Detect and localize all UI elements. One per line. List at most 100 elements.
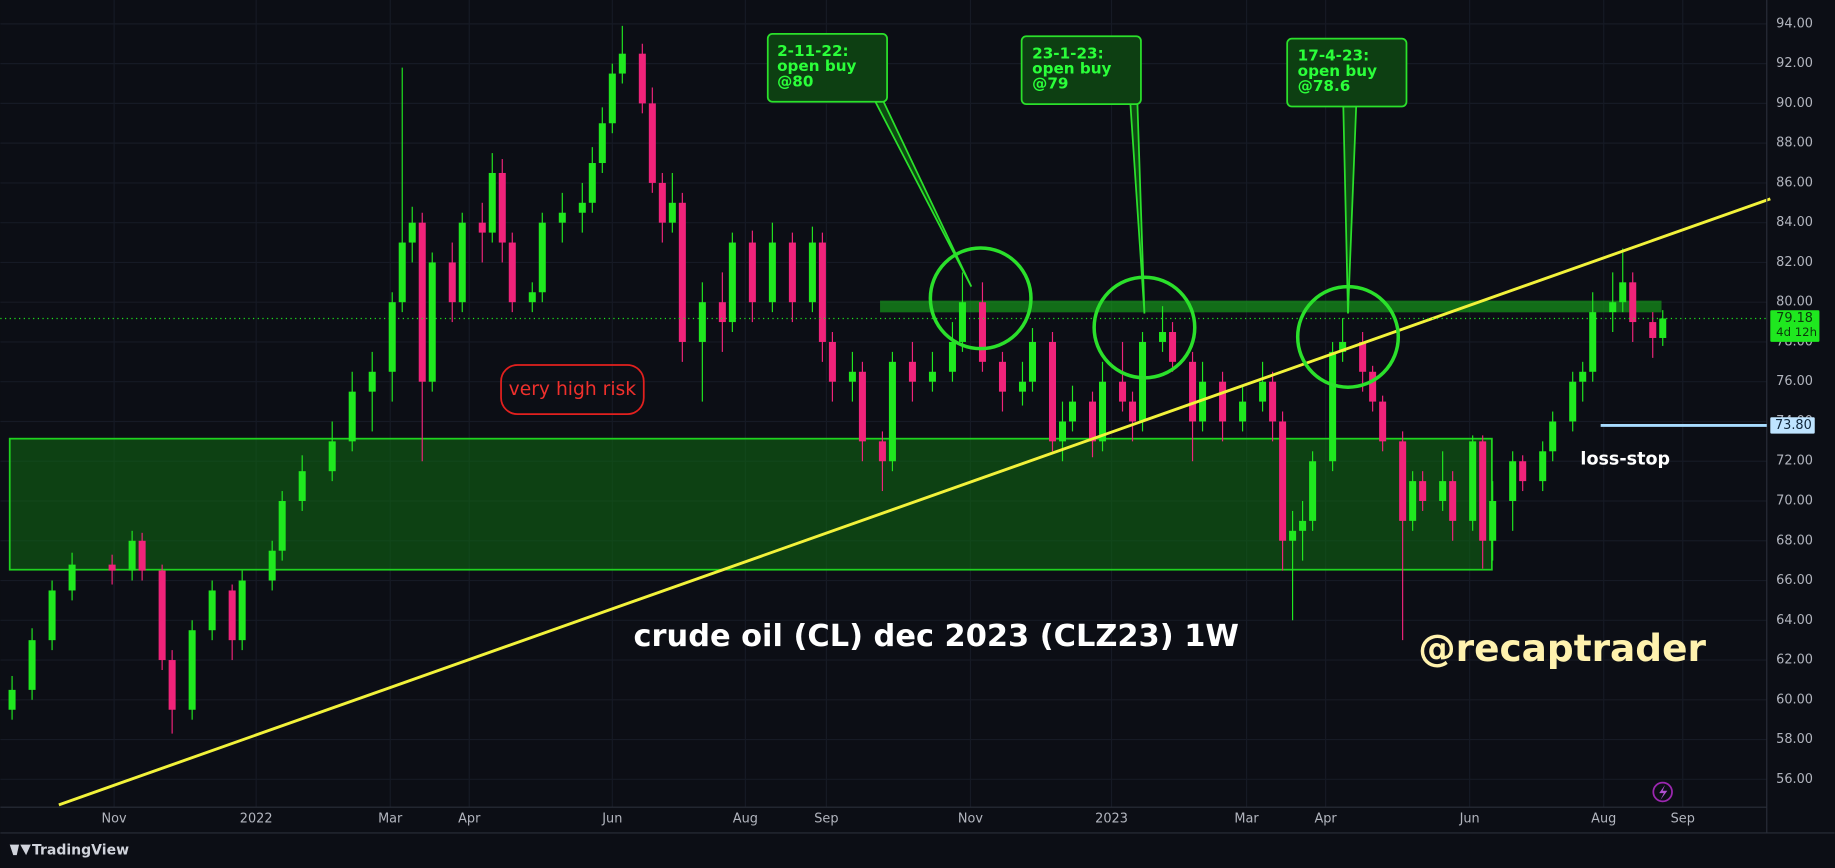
candle-body [228,590,236,641]
candle-body [298,471,306,502]
candle-body [1589,312,1597,372]
y-tick-label: 60.00 [1776,692,1813,707]
candle-body [1089,401,1097,442]
candle-body [1549,421,1557,452]
candle-body [508,242,516,303]
candle-body [398,242,406,303]
x-tick-label: Apr [1314,811,1337,826]
candle-body [108,564,116,571]
candle-body [1299,520,1307,531]
candle-body [828,341,836,382]
candle-body [1579,371,1587,382]
logo [9,844,31,856]
stop-label: loss-stop [1580,450,1670,470]
candle-body [1659,318,1667,338]
candle-body [768,242,776,303]
candle-body [808,242,816,303]
candle-body [408,222,416,243]
candle-body [1339,341,1347,352]
candle-body [598,123,606,164]
x-tick-label: Mar [378,811,403,826]
x-tick-label: Sep [814,811,838,826]
candle-body [588,163,596,203]
candle-body [998,361,1006,392]
candle-body [1099,381,1107,442]
x-tick-label: Aug [1591,811,1616,826]
callout-text: open buy [1298,62,1377,80]
candle-body [348,391,356,442]
candle-body [1119,381,1127,402]
candle-body [888,361,896,462]
candle-body [1189,361,1197,422]
candle-body [458,222,466,303]
countdown-label: 4d 12h [1776,325,1817,339]
candle-body [618,53,626,74]
last-price-box [1770,310,1820,342]
candle-body [368,371,376,392]
callout: 17-4-23: open buy @78.6 [1286,37,1408,314]
y-tick-label: 66.00 [1776,573,1813,588]
candle-body [1139,341,1147,422]
y-tick-label: 92.00 [1776,56,1813,71]
last-price-label: 79.18 [1776,311,1813,326]
candle-body [128,540,136,571]
candle-body [328,441,336,472]
candle-body [1479,441,1487,541]
callout-text: @80 [777,72,813,90]
resistance-zone [880,300,1662,313]
candle-body [1419,481,1427,502]
demand-zone [8,437,1493,571]
candle-body [728,242,736,323]
y-tick-label: 88.00 [1776,136,1813,151]
candle-body [1359,341,1367,372]
candle-body [858,371,866,442]
y-tick-label: 58.00 [1776,732,1813,747]
y-tick-label: 76.00 [1776,374,1813,389]
candle-body [1259,381,1267,402]
x-tick-label: Nov [102,811,127,826]
candle-body [208,590,216,631]
callout-text: @78.6 [1298,77,1351,95]
x-tick-label: Jun [601,811,622,826]
candle-body [1449,481,1457,521]
callout-text: open buy [1032,60,1111,78]
candle-body [1439,481,1447,502]
candle-body [1309,461,1317,521]
watermark: @recaptrader [1418,626,1706,670]
y-tick-label: 56.00 [1776,772,1813,787]
candle-body [1399,441,1407,521]
x-tick-label: Jun [1459,811,1480,826]
candle-body [638,53,646,104]
callout-text: open buy [777,57,856,75]
candle-body [1018,381,1026,392]
x-tick-label: Nov [958,811,983,826]
footer-brand: TradingView [32,842,129,858]
candle-body [188,630,196,710]
callout-text: 17-4-23: [1298,47,1370,65]
candle-body [1028,341,1036,382]
callout-text: 2-11-22: [777,42,849,60]
candle-body [1469,441,1477,521]
candle-body [28,640,36,690]
candle-body [1129,401,1137,422]
candle-body [498,172,506,243]
candle-body [1379,401,1387,442]
candle-body [1219,381,1227,422]
candle-body [978,302,986,362]
candle-body [278,501,286,551]
stop-price-label: 73.80 [1775,418,1812,433]
candle-body [928,371,936,382]
candle-body [388,302,396,372]
candle-body [1489,501,1497,541]
candle-body [958,302,966,342]
callout-box [766,33,888,103]
lightning-icon[interactable] [1652,781,1673,803]
candle-body [848,371,856,382]
candle-body [1269,381,1277,422]
candles [8,25,1667,734]
highlight-circle [1092,275,1197,380]
candle-body [418,222,426,382]
callout-box [1020,35,1142,105]
x-tick-label: Apr [458,811,481,826]
candle-body [478,222,486,233]
